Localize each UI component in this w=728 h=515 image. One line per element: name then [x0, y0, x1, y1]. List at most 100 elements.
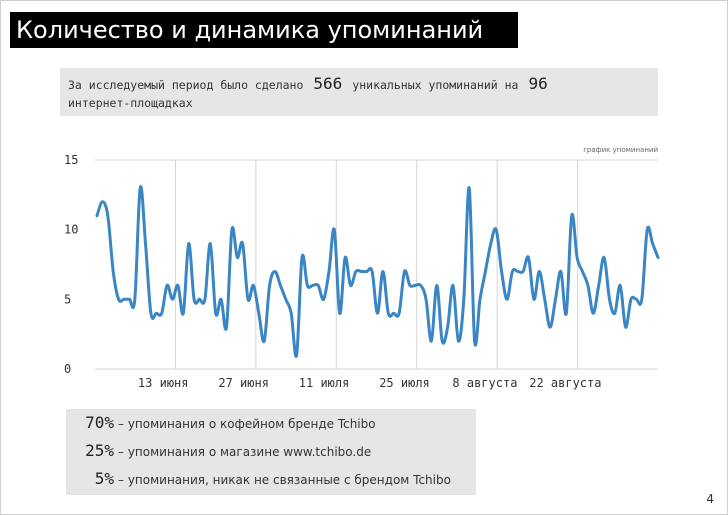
legend-text: – упоминания, никак не связанные с бренд…	[118, 473, 451, 487]
data-point	[581, 270, 584, 273]
data-point	[123, 298, 125, 300]
data-point	[571, 215, 573, 217]
data-point	[376, 312, 379, 314]
chart-series	[95, 185, 660, 358]
data-point	[506, 298, 508, 300]
data-point	[425, 298, 427, 300]
y-tick-label: 15	[64, 153, 78, 167]
data-point	[511, 270, 513, 273]
data-point	[301, 256, 303, 259]
data-point	[554, 298, 557, 300]
data-point	[441, 340, 443, 342]
data-point	[538, 270, 540, 273]
y-tick-label: 0	[64, 362, 71, 376]
data-point	[355, 270, 357, 273]
data-point	[198, 298, 201, 300]
data-point	[269, 284, 271, 286]
data-point	[474, 340, 476, 342]
data-point	[490, 243, 492, 245]
data-point	[96, 215, 98, 217]
data-point	[171, 298, 174, 300]
data-point	[625, 326, 627, 328]
summary-text-before: За исследуемый период было сделано	[68, 78, 304, 92]
mentions-chart: 0 5 10 15 13 июня 27 июня 11 июля 25 июля 8 авг…	[64, 146, 660, 390]
slide-title: Количество и динамика упоминаний	[10, 12, 518, 48]
data-point	[274, 270, 276, 273]
data-point	[285, 298, 287, 300]
data-point	[333, 229, 335, 231]
data-point	[447, 326, 449, 328]
data-point	[263, 340, 265, 342]
data-point	[652, 243, 654, 245]
data-point	[517, 270, 519, 273]
data-point	[619, 284, 621, 286]
data-point	[463, 298, 465, 300]
data-point	[657, 256, 659, 259]
data-point	[527, 256, 530, 259]
data-point	[258, 312, 260, 314]
data-point	[382, 270, 384, 273]
page-number: 4	[706, 492, 714, 506]
data-point	[549, 326, 551, 328]
data-point	[614, 312, 616, 314]
data-point	[144, 243, 147, 245]
data-point	[290, 312, 292, 314]
summary-line-2: интернет-площадках	[68, 96, 193, 110]
y-axis-ticks: 0 5 10 15	[64, 153, 78, 376]
data-point	[252, 284, 254, 286]
data-point	[344, 256, 346, 259]
data-point	[215, 312, 217, 314]
data-point	[339, 312, 341, 314]
data-point	[403, 270, 406, 273]
chart-title: график упоминаний	[583, 146, 658, 154]
data-point	[387, 312, 389, 314]
data-point	[414, 284, 416, 286]
data-point	[479, 298, 481, 300]
data-point	[533, 298, 535, 300]
data-point	[409, 284, 411, 286]
data-point	[242, 243, 244, 245]
data-point	[630, 298, 632, 300]
x-tick-label: 13 июня	[138, 376, 189, 390]
data-point	[565, 312, 567, 314]
data-point	[118, 298, 120, 300]
summary-text-middle: уникальных упоминаний на	[352, 78, 519, 92]
legend-text: – упоминания о магазине www.tchibo.de	[118, 445, 372, 459]
x-tick-label: 27 июня	[218, 376, 269, 390]
legend-row-shop: 25% – упоминания о магазине www.tchibo.de	[66, 441, 371, 465]
data-point	[501, 270, 503, 273]
data-point	[182, 312, 184, 314]
data-point	[646, 229, 648, 231]
data-point	[150, 312, 152, 314]
data-point	[349, 284, 352, 286]
data-point	[209, 243, 211, 245]
legend-percent: 5%	[94, 469, 114, 488]
data-point	[484, 270, 486, 273]
data-point	[166, 284, 168, 286]
data-point	[635, 298, 638, 300]
data-point	[225, 326, 228, 328]
data-point	[436, 284, 438, 286]
data-point	[296, 354, 298, 356]
x-tick-label: 25 июля	[379, 376, 430, 390]
data-point	[398, 312, 400, 314]
data-point	[317, 284, 319, 286]
x-tick-label: 8 августа	[452, 376, 517, 390]
data-point	[204, 298, 206, 300]
legend-text: – упоминания о кофейном бренде Tchibo	[118, 417, 376, 431]
data-point	[177, 284, 179, 286]
data-point	[220, 298, 222, 300]
data-point	[587, 284, 589, 286]
data-point	[139, 187, 141, 189]
data-point	[495, 229, 497, 231]
data-point	[323, 298, 325, 300]
data-point	[371, 270, 373, 273]
data-point	[452, 284, 454, 286]
data-point	[366, 270, 368, 273]
legend-box: 70% – упоминания о кофейном бренде Tchibo…	[66, 409, 476, 495]
summary-line-1: За исследуемый период было сделано 566 уни…	[68, 74, 548, 93]
mentions-count: 566	[313, 74, 343, 93]
y-tick-label: 10	[64, 223, 78, 237]
chart-grid	[95, 159, 658, 370]
platforms-count: 96	[528, 74, 548, 93]
